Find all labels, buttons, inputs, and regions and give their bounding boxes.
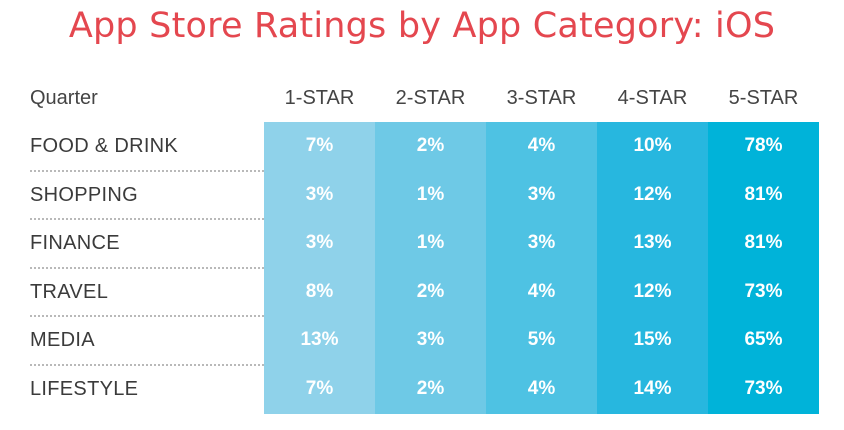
table-cell: 4% xyxy=(527,280,556,302)
column-header-4-star: 4-STAR xyxy=(617,87,688,109)
column-band-2-star xyxy=(375,122,486,414)
table-cell: 2% xyxy=(416,378,445,399)
table-cell: 78% xyxy=(744,135,783,156)
table-cell: 65% xyxy=(744,329,783,351)
table-cell: 7% xyxy=(305,135,334,156)
table-cell: 73% xyxy=(744,378,783,399)
table-cell: 73% xyxy=(744,280,783,302)
column-band-4-star xyxy=(597,122,708,414)
column-header-2-star: 2-STAR xyxy=(395,87,466,109)
table-cell: 4% xyxy=(527,378,556,399)
row-label: FOOD & DRINK xyxy=(30,135,179,157)
table-cell: 2% xyxy=(416,135,445,156)
table-cell: 81% xyxy=(744,232,783,254)
row-separator xyxy=(30,364,264,366)
row-separator xyxy=(30,169,264,172)
table-cell: 14% xyxy=(633,378,672,399)
table-cell: 13% xyxy=(633,232,672,254)
column-band-1-star xyxy=(264,122,375,414)
column-band-3-star xyxy=(486,122,597,414)
table-cell: 3% xyxy=(527,232,556,254)
table-cell: 1% xyxy=(416,232,445,254)
row-label: LIFESTYLE xyxy=(30,378,139,400)
table-cell: 4% xyxy=(527,135,556,156)
table-cell: 81% xyxy=(744,183,783,205)
table-cell: 2% xyxy=(416,280,445,302)
row-label: MEDIA xyxy=(30,329,95,352)
table-cell: 3% xyxy=(527,183,556,205)
row-separator xyxy=(30,315,264,318)
table-cell: 7% xyxy=(305,378,334,399)
row-label: TRAVEL xyxy=(30,280,109,303)
table-cell: 13% xyxy=(300,329,339,351)
column-header-3-star: 3-STAR xyxy=(506,87,577,109)
column-header-5-star: 5-STAR xyxy=(728,87,799,109)
column-header-1-star: 1-STAR xyxy=(284,87,355,109)
table-cell: 1% xyxy=(416,183,445,205)
table-cell: 3% xyxy=(305,232,334,254)
table-cell: 10% xyxy=(633,135,672,156)
row-label: FINANCE xyxy=(30,232,120,255)
row-header-label: Quarter xyxy=(30,87,98,109)
table-cell: 8% xyxy=(305,280,334,302)
table-cell: 12% xyxy=(633,280,672,302)
table-cell: 15% xyxy=(633,329,672,351)
chart-title: App Store Ratings by App Category: iOS xyxy=(68,6,776,46)
table-cell: 5% xyxy=(527,329,556,351)
table-cell: 12% xyxy=(633,183,672,205)
table-cell: 3% xyxy=(416,329,445,351)
table-cell: 3% xyxy=(305,183,334,205)
row-label: SHOPPING xyxy=(30,183,138,206)
row-separator xyxy=(30,266,264,269)
column-band-5-star xyxy=(708,122,819,414)
row-separator xyxy=(30,218,264,221)
